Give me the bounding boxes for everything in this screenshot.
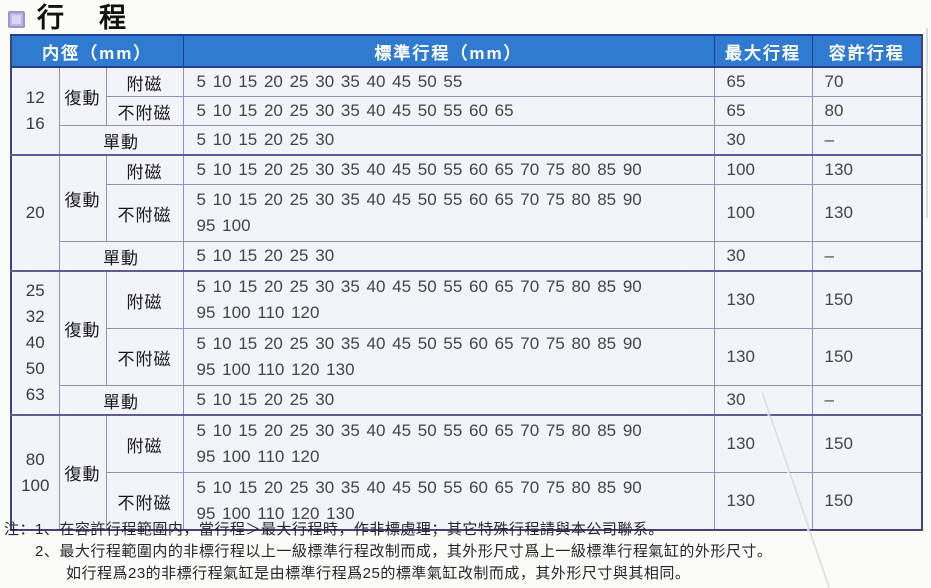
allowable-stroke-cell: 70 [811, 66, 923, 97]
bore-cell: 12 16 [10, 66, 60, 156]
footnote-line: 2、最大行程範圍内的非標行程以上一級標準行程改制而成，其外形尺寸爲上一級標準行程… [35, 543, 773, 560]
table-row: 不附磁 5 10 15 20 25 30 35 40 45 50 55 60 6… [11, 328, 923, 386]
bore-cell: 25 32 40 50 63 [10, 270, 60, 416]
action-label-double-acting: 復動 [58, 154, 107, 242]
allowable-stroke-cell: 130 [811, 184, 923, 242]
stroke-table: 内徑（mm） 標準行程（mm） 最大行程 容許行程 12 16 復動 附磁 5 … [10, 34, 924, 531]
max-stroke-cell: 130 [713, 328, 813, 386]
standard-strokes-cell: 5 10 15 20 25 30 [182, 241, 715, 272]
standard-strokes-cell: 5 10 15 20 25 30 35 40 45 50 55 [182, 66, 715, 97]
table-row: 不附磁 5 10 15 20 25 30 35 40 45 50 55 60 6… [11, 184, 923, 242]
standard-strokes-cell: 5 10 15 20 25 30 35 40 45 50 55 60 65 70… [182, 328, 715, 386]
footnote-prefix: 注： [4, 521, 36, 538]
table-row: 20 復動 附磁 5 10 15 20 25 30 35 40 45 50 55… [10, 154, 923, 272]
max-stroke-cell: 30 [713, 385, 813, 416]
magnet-label-without: 不附磁 [105, 472, 184, 531]
standard-strokes-cell: 5 10 15 20 25 30 35 40 45 50 55 60 65 70… [182, 414, 715, 473]
magnet-label-with: 附磁 [105, 154, 184, 185]
table-row: 80 100 復動 附磁 5 10 15 20 25 30 35 40 45 5… [10, 414, 923, 531]
allowable-stroke-cell: 150 [811, 472, 923, 531]
action-label-double-acting: 復動 [58, 414, 107, 531]
table-row: 單動 5 10 15 20 25 30 30 – [11, 241, 923, 272]
action-label-double-acting: 復動 [58, 270, 107, 386]
table-row: 12 16 復動 附磁 5 10 15 20 25 30 35 40 45 50… [10, 66, 923, 156]
footnotes: 注：1、在容許行程範圍内，當行程＞最大行程時，作非標處理；其它特殊行程請與本公司… [4, 519, 924, 585]
standard-strokes-cell: 5 10 15 20 25 30 [182, 125, 715, 156]
standard-strokes-cell: 5 10 15 20 25 30 35 40 45 50 55 60 65 70… [182, 154, 715, 185]
allowable-stroke-cell: – [811, 241, 923, 272]
table-row: 不附磁 5 10 15 20 25 30 35 40 45 50 55 60 6… [11, 96, 923, 126]
table-row: 單動 5 10 15 20 25 30 30 – [11, 125, 923, 156]
standard-strokes-cell: 5 10 15 20 25 30 35 40 45 50 55 60 65 70… [182, 184, 715, 242]
table-row: 25 32 40 50 63 復動 附磁 5 10 15 20 25 30 35… [10, 270, 923, 416]
allowable-stroke-cell: 150 [811, 328, 923, 386]
standard-strokes-cell: 5 10 15 20 25 30 35 40 45 50 55 60 65 70… [182, 270, 715, 329]
magnet-label-with: 附磁 [105, 270, 184, 329]
col-header-bore: 内徑（mm） [10, 34, 184, 68]
col-header-standard-stroke: 標準行程（mm） [182, 34, 715, 68]
max-stroke-cell: 130 [713, 270, 813, 329]
standard-strokes-cell: 5 10 15 20 25 30 [182, 385, 715, 416]
bore-cell: 20 [10, 154, 60, 272]
action-label-single-acting: 單動 [58, 241, 184, 272]
footnote-text: 1、在容許行程範圍内，當行程＞最大行程時，作非標處理；其它特殊行程請與本公司聯系… [35, 521, 664, 538]
magnet-label-without: 不附磁 [105, 328, 184, 386]
max-stroke-cell: 100 [713, 184, 813, 242]
footnote-line: 注：1、在容許行程範圍内，當行程＞最大行程時，作非標處理；其它特殊行程請與本公司… [4, 519, 924, 541]
bore-cell: 80 100 [10, 414, 60, 531]
max-stroke-cell: 30 [713, 125, 813, 156]
max-stroke-cell: 65 [713, 96, 813, 126]
magnet-label-without: 不附磁 [105, 184, 184, 242]
allowable-stroke-cell: 130 [811, 154, 923, 185]
table-row: 單動 5 10 15 20 25 30 30 – [11, 385, 923, 416]
allowable-stroke-cell: 150 [811, 270, 923, 329]
page-title: 行 程 [37, 3, 130, 33]
max-stroke-cell: 130 [713, 414, 813, 473]
allowable-stroke-cell: – [811, 125, 923, 156]
standard-strokes-cell: 5 10 15 20 25 30 35 40 45 50 55 60 65 [182, 96, 715, 126]
allowable-stroke-cell: 150 [811, 414, 923, 473]
scan-edge-artifact [926, 28, 928, 218]
magnet-label-with: 附磁 [105, 414, 184, 473]
allowable-stroke-cell: – [811, 385, 923, 416]
table-header-row: 内徑（mm） 標準行程（mm） 最大行程 容許行程 [10, 34, 923, 68]
footnote-line: 如行程爲23的非標行程氣缸是由標準行程爲25的標準氣缸改制而成，其外形尺寸與其相… [66, 565, 691, 582]
max-stroke-cell: 65 [713, 66, 813, 97]
col-header-max-stroke: 最大行程 [713, 34, 813, 68]
magnet-label-with: 附磁 [105, 66, 184, 97]
max-stroke-cell: 100 [713, 154, 813, 185]
action-label-single-acting: 單動 [58, 385, 184, 416]
col-header-allowable-stroke: 容許行程 [811, 34, 923, 68]
allowable-stroke-cell: 80 [811, 96, 923, 126]
section-header: 行 程 [8, 3, 130, 33]
action-label-double-acting: 復動 [58, 66, 107, 126]
magnet-label-without: 不附磁 [105, 96, 184, 126]
max-stroke-cell: 30 [713, 241, 813, 272]
action-label-single-acting: 單動 [58, 125, 184, 156]
section-bullet-icon [8, 10, 25, 28]
